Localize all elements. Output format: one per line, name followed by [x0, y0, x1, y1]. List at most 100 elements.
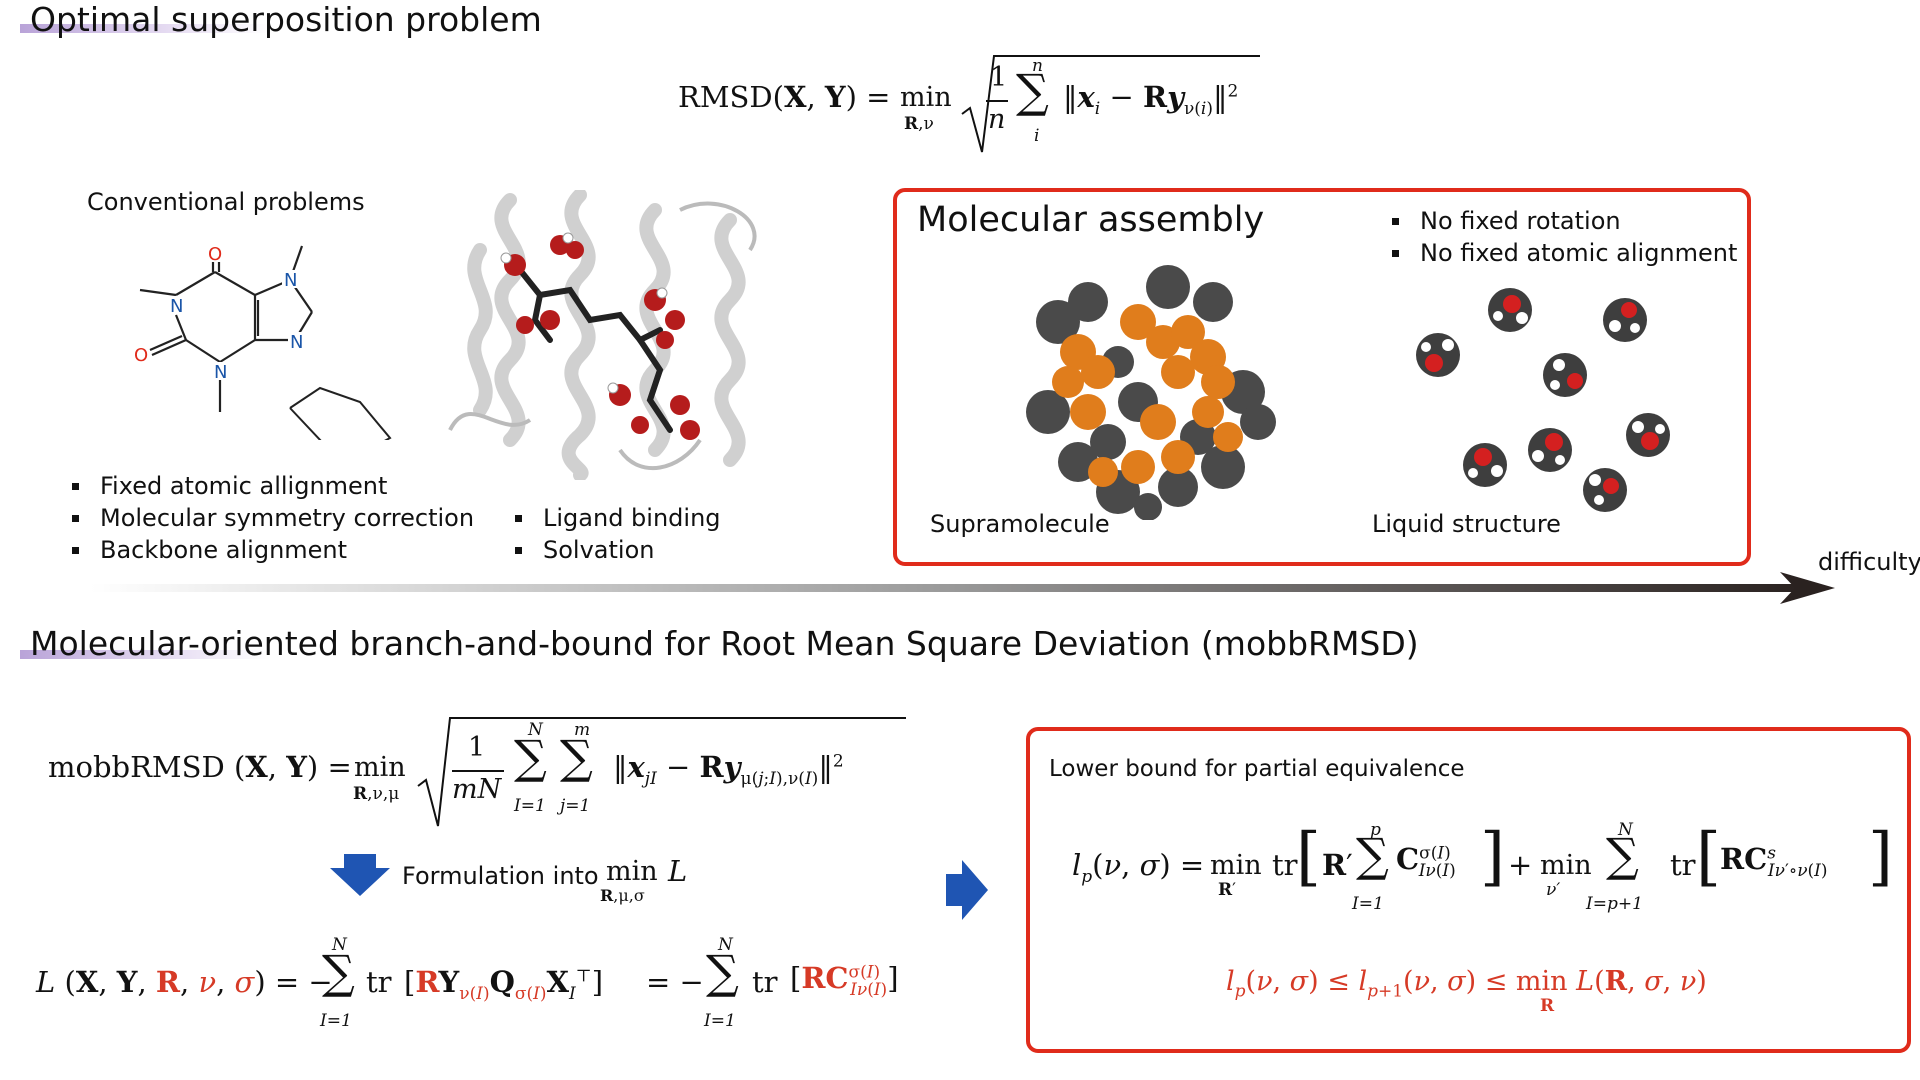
lb-min1-sub: R′	[1218, 880, 1237, 900]
liquid-structure-label: Liquid structure	[1372, 510, 1561, 538]
molecular-assembly-title: Molecular assembly	[917, 200, 1265, 240]
rmsd-frac-den: n	[988, 104, 1006, 135]
lower-bound-equation: lp(ν, σ) = min R′ tr [ R′ p ∑ I=1 Cσ(I)I…	[1072, 812, 1902, 922]
rmsd-frac-num: 1	[990, 62, 1008, 93]
rmsd-lhs: RMSD(X, Y) =	[678, 80, 891, 114]
l-eq-tr: tr	[366, 965, 392, 999]
bullet-symmetry-correction: Molecular symmetry correction	[70, 502, 474, 534]
bullet-backbone-alignment: Backbone alignment	[70, 534, 474, 566]
lb-plus: +	[1508, 848, 1533, 882]
l-eq-sum2-top: N	[718, 935, 733, 955]
mobbrmsd-min: min	[354, 752, 406, 783]
lb-C-term: Cσ(I)Iν(I)	[1396, 842, 1456, 881]
l-eq-body2: [RCσ(I)Iν(I)]	[790, 961, 899, 1000]
rmsd-min-sub: R,ν	[904, 114, 934, 134]
conventional-heading: Conventional problems	[87, 188, 365, 216]
lb-sum1-bottom: I=1	[1352, 894, 1384, 914]
caffeine-structure: O O N N N N	[132, 244, 392, 440]
rmsd-sum-top: n	[1032, 56, 1043, 76]
l-eq-mid: = −	[646, 965, 704, 999]
lb-min2-sub: ν′	[1546, 880, 1561, 900]
lb-sum1: ∑	[1356, 828, 1389, 882]
supramolecule-image	[1026, 265, 1276, 520]
protein-ligand-image	[448, 190, 757, 480]
rmsd-min: min	[900, 82, 952, 113]
lb-min1: min	[1210, 850, 1262, 881]
rmsd-body: ‖xi − Ryν(i)‖2	[1063, 80, 1239, 119]
lb-bracket-close2: ]	[1868, 820, 1893, 894]
caffeine-o2: O	[134, 345, 148, 366]
mobbrmsd-lhs: mobbRMSD (X, Y) =	[48, 750, 352, 784]
l-eq-sum-bottom: I=1	[320, 1011, 352, 1031]
caffeine-n1: N	[170, 296, 183, 317]
l-equation: L (X, Y, R, ν, σ) = − N ∑ I=1 tr [RYν(I)…	[36, 935, 936, 1035]
lower-bound-inequality: lp(ν, σ) ≤ lp+1(ν, σ) ≤ min L(R, σ, ν)	[1226, 966, 1707, 1002]
caffeine-o1: O	[208, 244, 222, 265]
l-eq-body: [RYν(I)Qσ(I)XI⊤]	[404, 965, 604, 1004]
mobbrmsd-frac-den: mN	[452, 774, 502, 805]
lower-bound-inequality-sub: R	[1540, 996, 1555, 1016]
formulation-var: L	[668, 854, 688, 888]
lb-bracket-open2: [	[1696, 820, 1721, 894]
supramolecule-label: Supramolecule	[930, 510, 1110, 538]
caffeine-n2: N	[214, 362, 227, 383]
caffeine-n3: N	[284, 270, 297, 291]
mobbrmsd-sum2-top: m	[574, 720, 591, 740]
mobbrmsd-body: ‖xjI − Ryμ(j;I),ν(I)‖2	[613, 750, 844, 789]
lb-bracket-close1: ]	[1480, 820, 1505, 894]
lb-sum1-top: p	[1370, 820, 1381, 840]
bullet-no-fixed-rotation: No fixed rotation	[1390, 205, 1737, 237]
lb-RC-term: RCsIν′∘ν(I)	[1720, 842, 1828, 881]
difficulty-arrow	[90, 572, 1835, 604]
right-arrow-icon	[946, 860, 988, 920]
liquid-structure-image	[1416, 288, 1670, 512]
section2-title: Molecular-oriented branch-and-bound for …	[30, 624, 1419, 663]
rmsd-equation: RMSD(X, Y) = min R,ν 1 n n ∑ i ‖xi − Ryν…	[678, 52, 1278, 162]
section2-underline	[20, 650, 270, 659]
lb-bracket-open1: [	[1296, 820, 1321, 894]
section1-underline	[20, 24, 270, 33]
lb-sum2-top: N	[1618, 820, 1633, 840]
molecular-assembly-box	[893, 188, 1751, 566]
l-eq-lhs: L (X, Y, R, ν, σ) = −	[36, 965, 333, 999]
lb-tr2: tr	[1670, 848, 1696, 882]
mobbrmsd-frac-num: 1	[468, 732, 486, 763]
conventional-bullets-mid: Ligand binding Solvation	[513, 502, 721, 566]
mobbrmsd-sum2-bottom: j=1	[560, 796, 591, 816]
lb-sum2: ∑	[1606, 828, 1639, 882]
difficulty-label: difficulty	[1818, 548, 1920, 576]
mobbrmsd-sum2: ∑	[560, 730, 593, 784]
rmsd-sum-bottom: i	[1034, 126, 1040, 146]
formulation-min: min	[606, 856, 658, 887]
rmsd-frac-bar	[986, 100, 1008, 102]
bullet-solvation: Solvation	[513, 534, 721, 566]
l-eq-sum-top: N	[332, 935, 347, 955]
l-eq-sum2-bottom: I=1	[704, 1011, 736, 1031]
lb-lhs: lp(ν, σ) =	[1072, 848, 1205, 887]
lower-bound-title: Lower bound for partial equivalence	[1049, 756, 1465, 782]
caffeine-n4: N	[290, 332, 303, 353]
bullet-ligand-binding: Ligand binding	[513, 502, 721, 534]
mobbrmsd-sum1-top: N	[528, 720, 543, 740]
bullet-fixed-alignment: Fixed atomic allignment	[70, 470, 474, 502]
l-eq-sum: ∑	[322, 945, 355, 999]
mobbrmsd-sum1-bottom: I=1	[514, 796, 546, 816]
rmsd-sum: ∑	[1016, 64, 1049, 118]
formulation-text: Formulation into	[402, 862, 599, 890]
conventional-bullets-left: Fixed atomic allignment Molecular symmet…	[70, 470, 474, 566]
formulation-min-sub: R,μ,σ	[600, 886, 645, 905]
mobbrmsd-equation: mobbRMSD (X, Y) = min R,ν,μ 1 mN N ∑ I=1…	[48, 710, 918, 830]
lb-min2: min	[1540, 850, 1592, 881]
mobbrmsd-sqrt	[417, 717, 906, 827]
section1-title: Optimal superposition problem	[30, 0, 542, 39]
bullet-no-fixed-atomic-alignment: No fixed atomic alignment	[1390, 237, 1737, 269]
lower-bound-box	[1026, 727, 1911, 1053]
lb-tr1: tr	[1272, 848, 1298, 882]
lb-sum2-bottom: I=p+1	[1586, 894, 1643, 914]
lb-R-prime: R′	[1322, 848, 1353, 882]
mobbrmsd-min-sub: R,ν,μ	[353, 784, 400, 804]
mobbrmsd-sum1: ∑	[514, 730, 547, 784]
mobbrmsd-frac-bar	[452, 770, 504, 772]
l-eq-sum2: ∑	[706, 945, 739, 999]
assembly-bullets: No fixed rotation No fixed atomic alignm…	[1390, 205, 1737, 269]
